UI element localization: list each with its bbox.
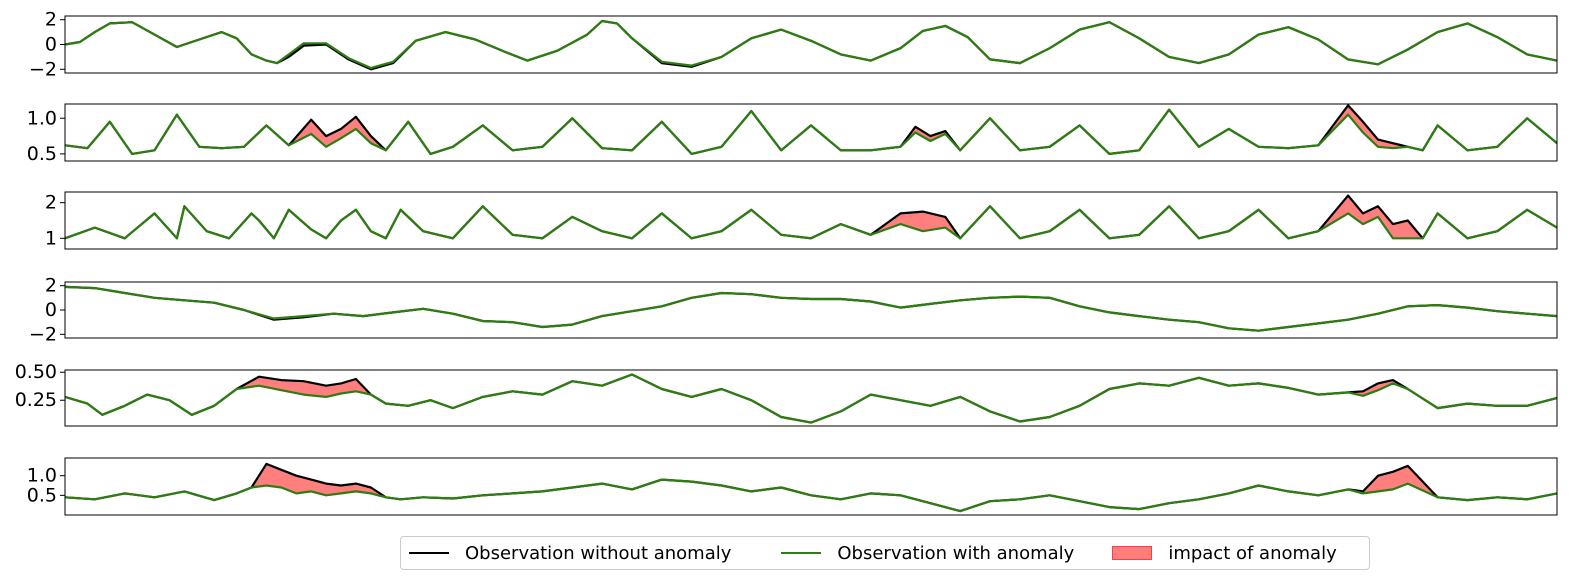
panel-2: 1.0 0.5 bbox=[27, 103, 1558, 165]
series-with-anomaly bbox=[65, 205, 1557, 240]
y-tick-label: −2 bbox=[29, 323, 57, 345]
y-tick-label: 0.25 bbox=[15, 389, 57, 411]
panel-4: 20−2 bbox=[29, 275, 1558, 345]
panel-frame bbox=[64, 15, 1558, 74]
series-with-anomaly bbox=[65, 478, 1557, 513]
y-tick-label: 0 bbox=[45, 34, 57, 56]
legend-label-impact: impact of anomaly bbox=[1168, 542, 1337, 564]
legend-swatch-without-anomaly bbox=[409, 552, 449, 554]
impact-area bbox=[65, 286, 1557, 331]
legend-swatch-impact bbox=[1112, 546, 1153, 560]
y-tick-label: 0.50 bbox=[15, 361, 57, 383]
legend-label-without-anomaly: Observation without anomaly bbox=[465, 542, 732, 564]
series-with-anomaly bbox=[65, 285, 1557, 332]
y-tick-label: 0.5 bbox=[27, 143, 57, 165]
series-with-anomaly bbox=[65, 19, 1557, 70]
y-tick-label: 2 bbox=[45, 192, 57, 214]
legend-label-with-anomaly: Observation with anomaly bbox=[837, 542, 1075, 564]
panel-frame bbox=[64, 369, 1558, 427]
series-without-anomaly bbox=[65, 285, 1557, 332]
y-tick-label: 1.0 bbox=[27, 107, 57, 129]
panel-frame bbox=[64, 191, 1558, 250]
panel-6: 1.00.5 bbox=[27, 457, 1558, 516]
legend-swatch-with-anomaly bbox=[781, 552, 822, 554]
panel-frame bbox=[64, 457, 1558, 516]
legend-item-impact: impact of anomaly bbox=[1112, 537, 1337, 569]
y-tick-label: 1 bbox=[45, 227, 57, 249]
panel-5: 0.50 0.25 bbox=[15, 361, 1558, 427]
panel-frame bbox=[64, 103, 1558, 162]
series-with-anomaly bbox=[65, 108, 1557, 155]
y-tick-label: −2 bbox=[29, 58, 57, 80]
legend-item-without-anomaly: Observation without anomaly bbox=[409, 537, 731, 569]
y-tick-label: 0.5 bbox=[27, 484, 57, 506]
panel-3: 21 bbox=[45, 191, 1558, 250]
legend-item-with-anomaly: Observation with anomaly bbox=[781, 537, 1074, 569]
series-with-anomaly bbox=[65, 373, 1557, 424]
panel-1: 2 0−2 bbox=[29, 9, 1558, 80]
y-tick-label: 2 bbox=[45, 275, 57, 297]
impact-area bbox=[65, 195, 1557, 239]
panel-frame bbox=[64, 281, 1558, 339]
y-tick-label: 1.0 bbox=[27, 465, 57, 487]
impact-area bbox=[65, 105, 1557, 154]
legend: Observation without anomaly Observation … bbox=[400, 536, 1370, 570]
series-without-anomaly bbox=[65, 19, 1557, 71]
y-tick-label: 2 bbox=[45, 9, 57, 31]
impact-area bbox=[65, 374, 1557, 423]
y-tick-label: 0 bbox=[45, 299, 57, 321]
impact-area bbox=[65, 463, 1557, 512]
impact-area bbox=[65, 21, 1557, 70]
